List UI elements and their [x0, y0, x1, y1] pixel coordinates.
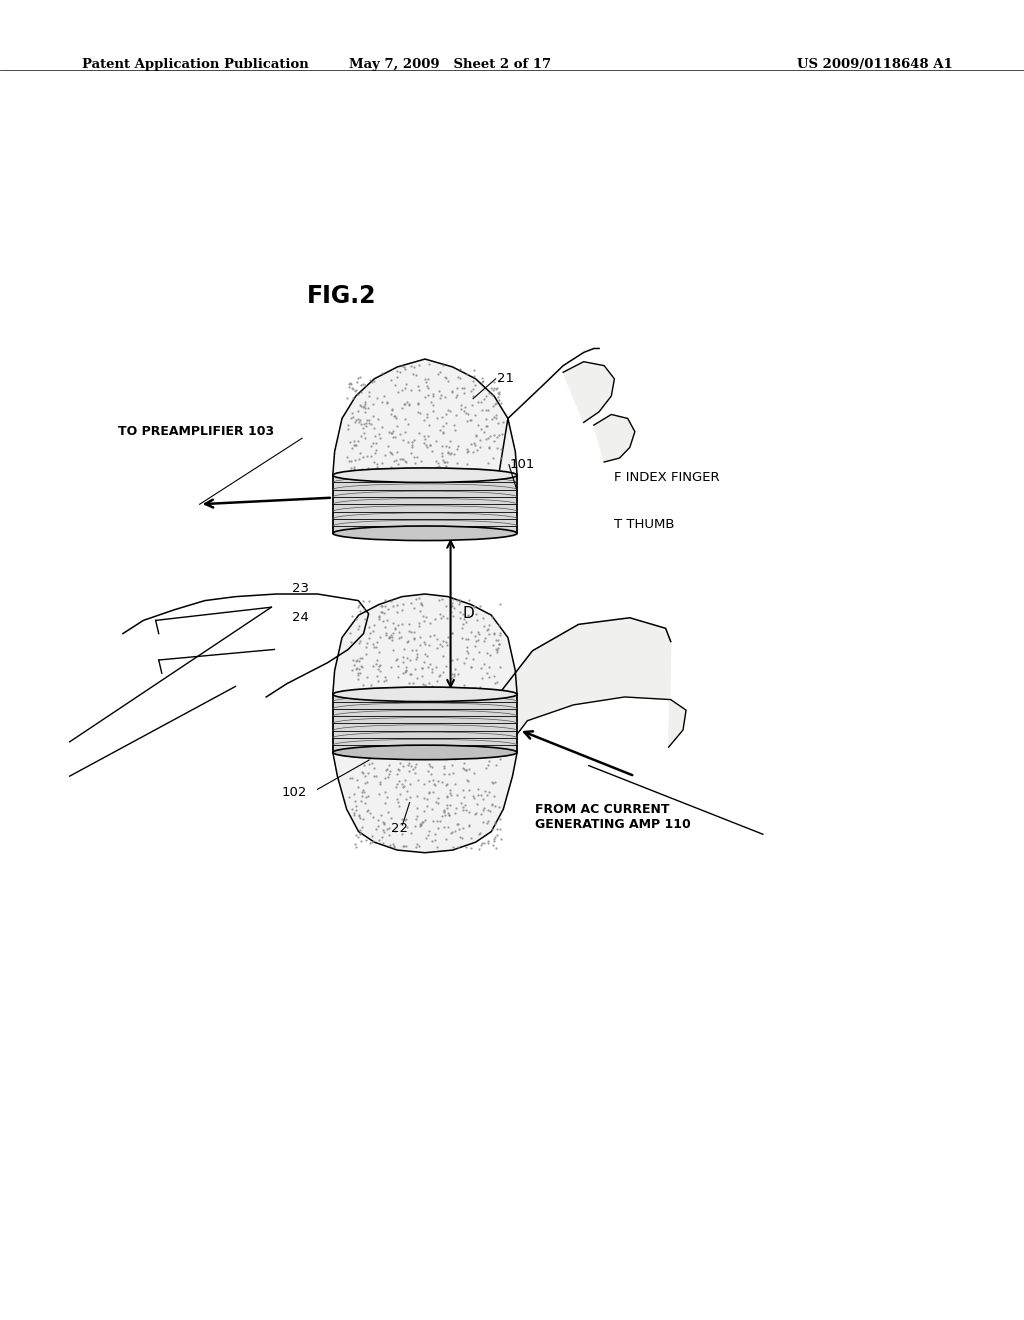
Ellipse shape — [333, 467, 517, 482]
Text: FROM AC CURRENT
GENERATING AMP 110: FROM AC CURRENT GENERATING AMP 110 — [535, 803, 690, 830]
Text: D: D — [463, 606, 474, 622]
Text: 23: 23 — [292, 582, 309, 595]
Polygon shape — [333, 359, 517, 475]
Text: 21: 21 — [497, 372, 514, 385]
Text: T THUMB: T THUMB — [614, 517, 675, 531]
Polygon shape — [333, 594, 517, 694]
Text: May 7, 2009   Sheet 2 of 17: May 7, 2009 Sheet 2 of 17 — [349, 58, 552, 71]
Text: F INDEX FINGER: F INDEX FINGER — [614, 471, 720, 484]
Text: FIG.2: FIG.2 — [307, 284, 377, 308]
Polygon shape — [499, 618, 686, 752]
Text: Patent Application Publication: Patent Application Publication — [82, 58, 308, 71]
Text: US 2009/0118648 A1: US 2009/0118648 A1 — [797, 58, 952, 71]
Text: 101: 101 — [510, 458, 536, 471]
Text: 22: 22 — [391, 822, 409, 836]
Polygon shape — [594, 414, 635, 462]
Bar — [333, 475, 517, 533]
Polygon shape — [563, 362, 614, 422]
Text: 102: 102 — [282, 785, 307, 799]
Bar — [333, 694, 517, 752]
Ellipse shape — [333, 686, 517, 702]
Ellipse shape — [333, 744, 517, 759]
Polygon shape — [333, 752, 517, 853]
Text: TO PREAMPLIFIER 103: TO PREAMPLIFIER 103 — [118, 425, 273, 438]
Ellipse shape — [333, 527, 517, 541]
Text: 24: 24 — [292, 611, 308, 624]
